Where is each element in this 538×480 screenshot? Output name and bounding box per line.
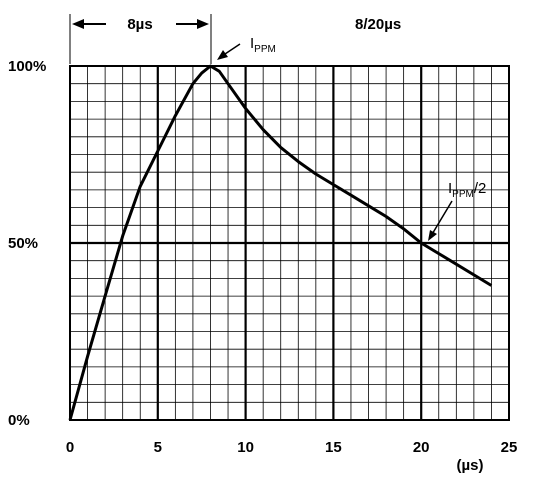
y-tick-label: 0% <box>8 412 30 429</box>
y-tick-label: 100% <box>8 58 46 75</box>
x-tick-label: 10 <box>237 439 254 456</box>
x-tick-label: 20 <box>413 439 430 456</box>
x-unit-label: (µs) <box>457 457 484 474</box>
x-tick-label: 5 <box>154 439 162 456</box>
peak-annotation: IPPM <box>217 35 276 60</box>
y-tick-label: 50% <box>8 235 38 252</box>
rise-time-annotation: 8µs <box>69 14 212 64</box>
half-peak-label-main: I <box>448 180 452 197</box>
peak-label-main: I <box>250 35 254 52</box>
peak-label: IPPM <box>250 35 276 55</box>
rise-time-arrow-right-head <box>197 19 209 29</box>
half-peak-label-sub: PPM <box>452 189 474 200</box>
peak-label-sub: PPM <box>254 44 276 55</box>
major-grid <box>70 66 509 420</box>
half-peak-arrow-head <box>428 230 437 241</box>
plot-border <box>69 65 510 421</box>
rise-time-arrow-left-head <box>72 19 84 29</box>
series-line <box>68 64 493 421</box>
half-peak-label-suffix: /2 <box>474 180 487 197</box>
waveform-label: 8/20µs <box>355 16 401 33</box>
rise-time-label: 8µs <box>127 16 152 33</box>
x-tick-labels: 0 5 10 15 20 25 <box>66 439 518 456</box>
half-peak-annotation: IPPM/2 <box>428 180 486 241</box>
half-peak-label: IPPM/2 <box>448 180 486 200</box>
x-tick-label: 15 <box>325 439 342 456</box>
peak-arrow-head <box>217 50 228 60</box>
half-peak-arrow-shaft <box>430 200 453 237</box>
y-tick-labels: 0% 50% 100% <box>8 58 46 429</box>
x-tick-label: 25 <box>501 439 518 456</box>
x-tick-label: 0 <box>66 439 74 456</box>
